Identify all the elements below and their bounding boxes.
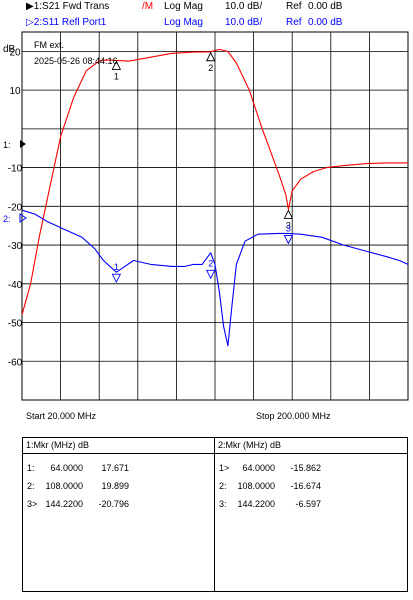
- marker-id: 2:: [27, 481, 35, 491]
- trace2-header[interactable]: ▷2:S11 Refl Port1: [26, 17, 106, 29]
- marker-label: 1: [114, 262, 119, 272]
- marker-value: -15.862: [290, 463, 321, 473]
- trace2-marker: ▷: [26, 17, 34, 28]
- unit-label: dB: [3, 44, 16, 55]
- trace2-marker-table-header: 2:Mkr (MHz) dB: [215, 438, 407, 454]
- stop-frequency: Stop 200.000 MHz: [256, 411, 331, 421]
- marker-triangle: [205, 51, 216, 62]
- marker-triangle: [111, 273, 122, 284]
- marker-table: 1:Mkr (MHz) dB 1: 64.0000 17.671 2: 108.000…: [22, 437, 408, 592]
- marker-id: 1>: [219, 463, 230, 473]
- marker-triangle: [283, 234, 294, 245]
- ref2-label: 2:: [3, 214, 11, 224]
- marker-id: 3>: [27, 499, 38, 509]
- marker-frequency: 108.0000: [45, 481, 83, 491]
- marker-value: -6.597: [295, 499, 321, 509]
- ref1-pointer-icon: [20, 140, 26, 148]
- start-frequency: Start 20.000 MHz: [26, 411, 97, 421]
- y-tick-label: -10: [8, 164, 23, 175]
- y-tick-label: -60: [8, 357, 23, 368]
- table-row: 2: 108.0000 -16.674: [219, 480, 407, 492]
- traces: [21, 48, 409, 347]
- marker-frequency: 64.0000: [50, 463, 83, 473]
- trace1-format: Log Mag: [164, 1, 203, 12]
- trace1-ref-value: 0.00 dB: [308, 1, 343, 12]
- trace1-scale: 10.0 dB/: [225, 1, 263, 12]
- trace2-ref: Ref: [286, 17, 302, 28]
- marker-label: 2: [208, 258, 213, 268]
- y-tick-label: 10: [9, 86, 21, 97]
- ref2-pointer-icon: [19, 213, 27, 223]
- ref1-label: 1:: [3, 140, 11, 150]
- trace1-header[interactable]: ▶1:S21 Fwd Trans: [26, 1, 109, 13]
- marker-triangle: [283, 209, 294, 219]
- marker-label: 3: [286, 223, 291, 233]
- trace1-marker-table: 1:Mkr (MHz) dB 1: 64.0000 17.671 2: 108.000…: [23, 438, 215, 591]
- marker-frequency: 108.0000: [237, 481, 275, 491]
- y-tick-label: -40: [8, 280, 23, 291]
- y-tick-label: -50: [8, 319, 23, 330]
- marker-value: -20.796: [98, 499, 129, 509]
- grid: [21, 31, 409, 401]
- marker-triangle: [205, 269, 216, 280]
- marker-id: 1:: [27, 463, 35, 473]
- marker-label: 2: [208, 63, 213, 73]
- trace-line-2: [21, 209, 409, 347]
- marker-label: 1: [114, 71, 119, 81]
- trace-line-1: [21, 48, 408, 315]
- marker-id: 2:: [219, 481, 227, 491]
- table-row: 1> 64.0000 -15.862: [219, 462, 407, 474]
- y-tick-label: 20: [9, 47, 21, 58]
- marker-value: -16.674: [290, 481, 321, 491]
- marker-id: 3:: [219, 499, 227, 509]
- y-tick-label: -30: [8, 241, 23, 252]
- info-line-2: 2025-05-26 08:44:16: [34, 56, 118, 66]
- table-row: 3> 144.2200 -20.796: [27, 498, 214, 510]
- y-axis-labels: 20 10 -10 -20 -30 -40 -50 -60: [8, 47, 23, 368]
- trace2-label: 2:S11 Refl Port1: [33, 17, 107, 28]
- marker-triangle: [111, 60, 122, 70]
- table-row: 2: 108.0000 19.899: [27, 480, 214, 492]
- marker-frequency: 144.2200: [45, 499, 83, 509]
- table-row: 3: 144.2200 -6.597: [219, 498, 407, 510]
- table-row: 1: 64.0000 17.671: [27, 462, 214, 474]
- trace2-scale: 10.0 dB/: [225, 17, 263, 28]
- marker-frequency: 64.0000: [242, 463, 275, 473]
- trace2-format: Log Mag: [164, 17, 203, 28]
- trace1-memory: /M: [142, 1, 154, 12]
- marker-frequency: 144.2200: [237, 499, 275, 509]
- y-tick-label: -20: [8, 202, 23, 213]
- info-line-1: FM ext.: [34, 40, 64, 50]
- trace1-label: 1:S21 Fwd Trans: [33, 1, 110, 12]
- trace1-active-marker: ▶: [26, 1, 34, 12]
- trace1-ref: Ref: [286, 1, 302, 12]
- marker-label: 3: [286, 220, 291, 230]
- trace2-marker-table: 2:Mkr (MHz) dB 1> 64.0000 -15.862 2: 108.00…: [215, 438, 407, 591]
- trace2-ref-value: 0.00 dB: [308, 17, 343, 28]
- marker-value: 17.671: [101, 463, 129, 473]
- marker-value: 19.899: [101, 481, 129, 491]
- trace1-marker-table-header: 1:Mkr (MHz) dB: [23, 438, 214, 454]
